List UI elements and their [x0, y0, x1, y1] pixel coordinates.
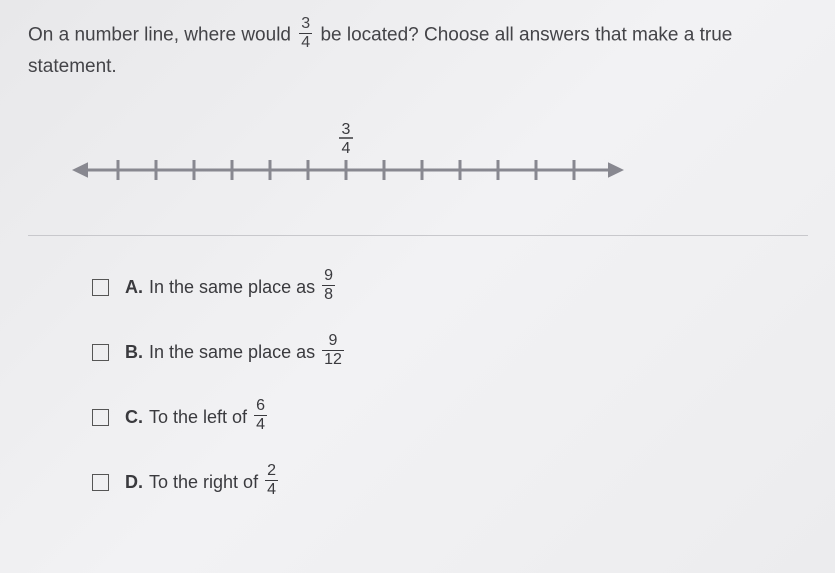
- question-part1: On a number line, where would: [28, 25, 291, 46]
- answer-text: To the left of 6 4: [149, 400, 270, 435]
- checkbox-d[interactable]: [92, 474, 109, 491]
- answer-fraction: 6 4: [254, 398, 267, 433]
- answer-letter: D.: [125, 472, 143, 493]
- answer-choice-c[interactable]: C. To the left of 6 4: [92, 400, 807, 435]
- answer-choice-a[interactable]: A. In the same place as 9 8: [92, 270, 807, 305]
- checkbox-c[interactable]: [92, 409, 109, 426]
- svg-text:4: 4: [342, 140, 351, 157]
- question-frac-num: 3: [299, 16, 312, 34]
- checkbox-a[interactable]: [92, 279, 109, 296]
- answer-fraction: 2 4: [265, 463, 278, 498]
- answer-choice-d[interactable]: D. To the right of 2 4: [92, 465, 807, 500]
- answer-choices: A. In the same place as 9 8 B. In the sa…: [92, 270, 807, 500]
- answer-letter: C.: [125, 407, 143, 428]
- section-divider: [28, 235, 808, 236]
- answer-letter: B.: [125, 342, 143, 363]
- checkbox-b[interactable]: [92, 344, 109, 361]
- number-line: 34: [68, 110, 628, 200]
- answer-choice-b[interactable]: B. In the same place as 9 12: [92, 335, 807, 370]
- question-fraction: 3 4: [299, 16, 312, 51]
- question-frac-den: 4: [299, 34, 312, 51]
- answer-fraction: 9 12: [322, 333, 344, 368]
- answer-letter: A.: [125, 277, 143, 298]
- answer-fraction: 9 8: [322, 268, 335, 303]
- answer-text: In the same place as 9 12: [149, 335, 347, 370]
- question-text: On a number line, where would 3 4 be loc…: [28, 18, 807, 82]
- svg-text:3: 3: [342, 121, 351, 138]
- answer-text: To the right of 2 4: [149, 465, 281, 500]
- answer-text: In the same place as 9 8: [149, 270, 338, 305]
- number-line-container: 34: [68, 110, 628, 205]
